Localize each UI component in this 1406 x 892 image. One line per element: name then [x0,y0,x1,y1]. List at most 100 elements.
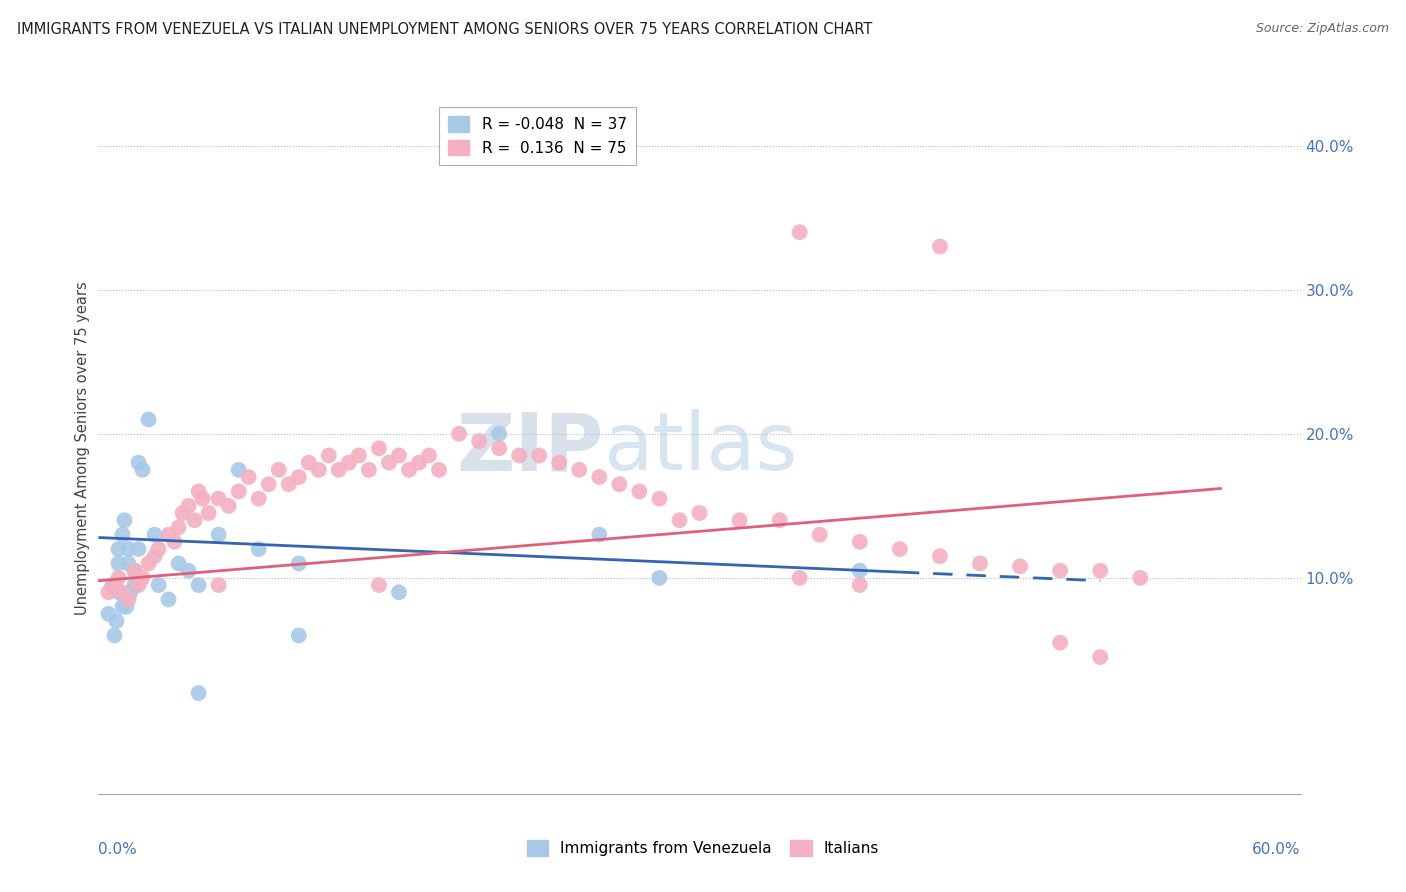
Point [111,527,134,541]
Text: 0.0%: 0.0% [98,842,138,857]
Point [388,585,411,599]
Point [191,491,214,506]
Point [849,534,872,549]
Point [288,628,311,642]
Point [238,470,260,484]
Point [187,484,209,499]
Point [124,578,146,592]
Point [789,225,811,239]
Point [103,628,125,642]
Point [148,542,170,557]
Point [318,449,340,463]
Point [548,456,571,470]
Point [1129,571,1152,585]
Point [337,456,360,470]
Point [298,456,321,470]
Point [1088,650,1111,665]
Point [689,506,711,520]
Point [969,557,991,571]
Point [849,564,872,578]
Point [628,484,651,499]
Point [138,412,160,426]
Point [588,470,610,484]
Point [529,449,551,463]
Point [588,527,610,541]
Legend: Immigrants from Venezuela, Italians: Immigrants from Venezuela, Italians [520,834,886,862]
Point [167,557,190,571]
Point [120,585,142,599]
Point [328,463,350,477]
Point [138,557,160,571]
Point [288,470,311,484]
Point [1010,559,1032,574]
Text: IMMIGRANTS FROM VENEZUELA VS ITALIAN UNEMPLOYMENT AMONG SENIORS OVER 75 YEARS CO: IMMIGRANTS FROM VENEZUELA VS ITALIAN UNE… [17,22,872,37]
Point [117,557,139,571]
Y-axis label: Unemployment Among Seniors over 75 years: Unemployment Among Seniors over 75 years [75,281,90,615]
Point [648,491,671,506]
Point [124,564,146,578]
Text: Source: ZipAtlas.com: Source: ZipAtlas.com [1256,22,1389,36]
Text: ZIP: ZIP [456,409,603,487]
Point [111,585,134,599]
Point [488,426,510,441]
Point [288,557,311,571]
Point [357,463,380,477]
Point [769,513,792,527]
Point [117,592,139,607]
Point [111,599,134,614]
Point [347,449,370,463]
Point [157,592,180,607]
Point [889,542,911,557]
Point [568,463,591,477]
Point [849,578,872,592]
Point [508,449,530,463]
Point [117,542,139,557]
Text: atlas: atlas [603,409,797,487]
Point [1049,635,1071,649]
Point [197,506,219,520]
Point [183,513,205,527]
Point [388,449,411,463]
Point [257,477,280,491]
Point [808,527,831,541]
Point [208,578,231,592]
Point [163,534,186,549]
Point [124,564,146,578]
Point [308,463,330,477]
Point [929,549,952,564]
Point [128,578,150,592]
Point [218,499,240,513]
Point [609,477,631,491]
Point [427,463,450,477]
Point [368,578,391,592]
Point [101,578,124,592]
Point [648,571,671,585]
Point [114,513,136,527]
Point [398,463,420,477]
Point [247,491,270,506]
Point [128,456,150,470]
Point [187,578,209,592]
Point [107,542,129,557]
Point [1088,564,1111,578]
Point [208,491,231,506]
Point [97,585,120,599]
Point [228,484,250,499]
Point [267,463,290,477]
Point [668,513,690,527]
Point [157,527,180,541]
Point [167,520,190,534]
Point [408,456,430,470]
Point [488,441,510,455]
Point [789,571,811,585]
Point [1049,564,1071,578]
Text: 60.0%: 60.0% [1253,842,1301,857]
Point [277,477,299,491]
Point [143,527,166,541]
Point [929,239,952,253]
Point [728,513,751,527]
Point [97,607,120,621]
Point [107,585,129,599]
Legend: R = -0.048  N = 37, R =  0.136  N = 75: R = -0.048 N = 37, R = 0.136 N = 75 [439,107,636,165]
Point [128,542,150,557]
